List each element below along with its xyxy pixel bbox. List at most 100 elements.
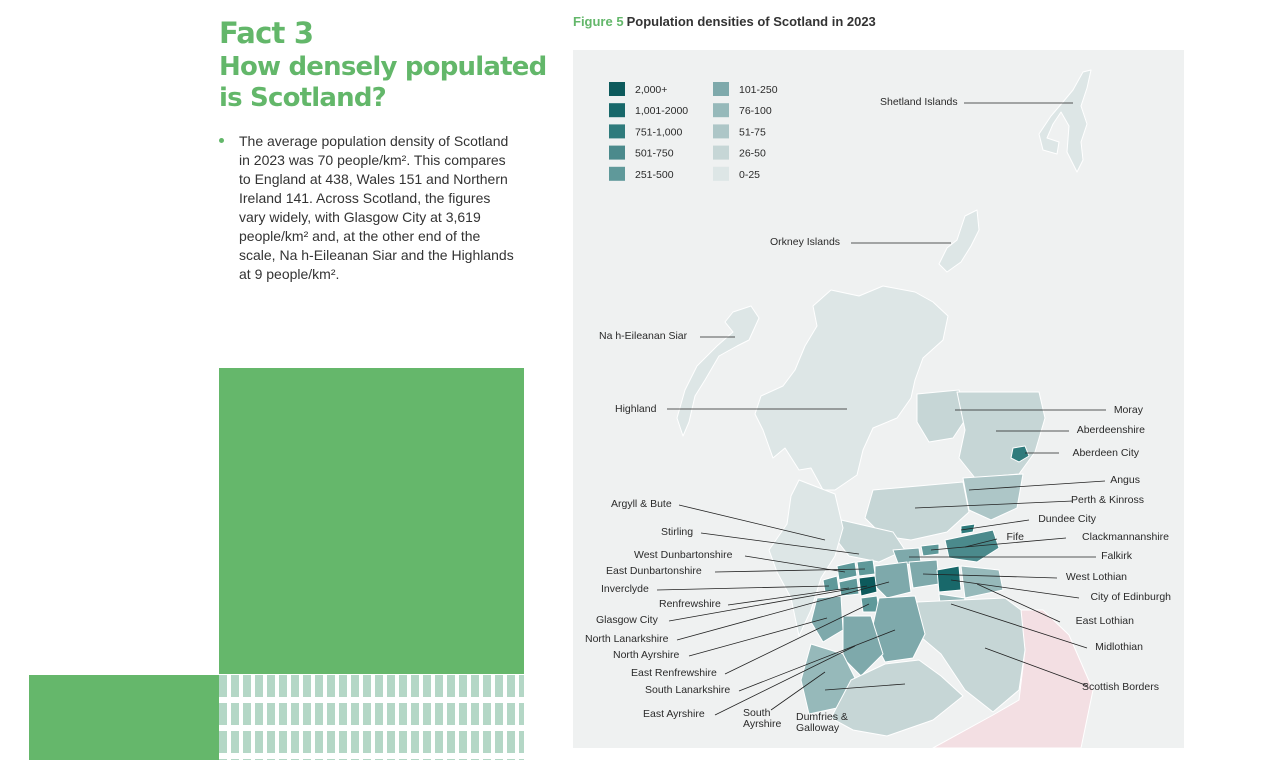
scotland-density-map: 2,000+ 1,001-2000 751-1,000 501-750 251-500 1… (585, 69, 1171, 748)
label-dundee-city: Dundee City (1038, 513, 1097, 525)
region-aberdeen-city (1010, 445, 1030, 463)
label-city-of-edinburgh: City of Edinburgh (1090, 591, 1171, 603)
leader-line-perth-and-kinross (914, 500, 1074, 509)
region-england (932, 609, 1094, 748)
region-perth-and-kinross (864, 481, 970, 541)
region-clackmannanshire (920, 543, 940, 557)
region-moray (916, 389, 970, 443)
label-east-dunbartonshire: East Dunbartonshire (606, 565, 702, 577)
region-west-dunbartonshire (836, 561, 858, 581)
legend-label-1-001-2000: 1,001-2000 (635, 105, 688, 117)
label-north-ayrshire: North Ayrshire (613, 649, 679, 661)
label-renfrewshire: Renfrewshire (659, 598, 721, 610)
leader-line-north-lanarkshire (676, 581, 890, 641)
fact-heading: Fact 3 How densely populated is Scotland… (219, 16, 549, 114)
region-north-lanarkshire (874, 561, 912, 599)
leader-line-north-ayrshire (688, 617, 828, 657)
legend-swatch-1-001-2000 (609, 103, 625, 118)
figure-number: Figure 5 (573, 14, 624, 29)
label-highland: Highland (615, 403, 657, 415)
leader-line-inverclyde (656, 585, 830, 591)
leader-line-dundee-city (960, 519, 1030, 531)
leader-line-dumfries-and-galloway (824, 683, 906, 691)
label-south-ayrshire: South Ayrshire (743, 707, 781, 730)
label-east-lothian: East Lothian (1076, 615, 1135, 627)
leader-line-argyll-and-bute (678, 504, 826, 541)
label-moray: Moray (1114, 404, 1144, 416)
leader-line-clackmannanshire (930, 537, 1067, 551)
fact-number: Fact 3 (219, 16, 314, 50)
region-scottish-borders (914, 597, 1026, 713)
label-east-ayrshire: East Ayrshire (643, 708, 705, 720)
leader-line-south-lanarkshire (738, 629, 896, 692)
label-south-lanarkshire: South Lanarkshire (645, 684, 730, 696)
label-stirling: Stirling (661, 526, 693, 538)
decorative-green-block-small (29, 675, 219, 760)
label-aberdeenshire: Aberdeenshire (1077, 424, 1145, 436)
region-aberdeenshire (956, 391, 1046, 479)
leader-line-angus (968, 480, 1106, 491)
region-argyll-and-bute (768, 479, 844, 637)
label-east-renfrewshire: East Renfrewshire (631, 667, 717, 679)
region-na-h-eileanan-siar (676, 305, 760, 437)
label-aberdeen-city: Aberdeen City (1072, 447, 1139, 459)
label-angus: Angus (1110, 474, 1140, 486)
map-leader-lines (656, 102, 1106, 716)
region-east-dunbartonshire (856, 559, 876, 577)
label-midlothian: Midlothian (1095, 641, 1143, 653)
label-inverclyde: Inverclyde (601, 583, 649, 595)
label-perth-and-kinross: Perth & Kinross (1071, 494, 1144, 506)
leader-line-stirling (700, 532, 860, 555)
region-inverclyde (822, 575, 840, 593)
label-fife: Fife (1006, 531, 1024, 543)
label-shetland-islands: Shetland Islands (880, 96, 958, 108)
legend-swatch-26-50 (713, 145, 729, 160)
decorative-stripes (219, 675, 524, 760)
legend-label-76-100: 76-100 (739, 105, 772, 117)
leader-line-glasgow-city (668, 585, 868, 622)
label-na-h-eileanan-siar: Na h-Eileanan Siar (599, 330, 688, 342)
fact-bullet-text: The average population density of Scotla… (239, 133, 514, 282)
region-east-ayrshire (842, 615, 884, 677)
label-clackmannanshire: Clackmannanshire (1082, 531, 1169, 543)
leader-line-west-lothian (922, 573, 1058, 579)
region-east-lothian (960, 565, 1004, 599)
leader-line-scottish-borders (984, 647, 1089, 687)
label-west-lothian: West Lothian (1066, 571, 1127, 583)
region-shetland-islands (1038, 69, 1092, 173)
leader-line-east-ayrshire (714, 645, 856, 716)
label-north-lanarkshire: North Lanarkshire (585, 633, 669, 645)
fact-question: How densely populated is Scotland? (219, 52, 547, 113)
region-orkney-islands (938, 209, 980, 273)
legend-swatch-0-25 (713, 166, 729, 181)
leader-line-east-renfrewshire (724, 603, 870, 675)
decorative-green-block (219, 368, 524, 674)
leader-line-renfrewshire (727, 587, 850, 606)
label-argyll-and-bute: Argyll & Bute (611, 498, 672, 510)
legend-swatch-51-75 (713, 124, 729, 139)
legend-swatch-251-500 (609, 166, 625, 181)
legend-swatch-751-1-000 (609, 124, 625, 139)
leader-line-east-dunbartonshire (714, 568, 866, 573)
label-west-dunbartonshire: West Dunbartonshire (634, 549, 733, 561)
legend-swatch-2-000 (609, 82, 625, 96)
legend-label-501-750: 501-750 (635, 148, 674, 160)
region-angus (962, 473, 1024, 521)
label-orkney-islands: Orkney Islands (770, 236, 840, 248)
legend-swatch-501-750 (609, 145, 625, 160)
legend-label-251-500: 251-500 (635, 169, 674, 181)
leader-line-south-ayrshire (770, 671, 826, 711)
figure-title: Figure 5 Population densities of Scotland… (573, 14, 876, 29)
leader-line-city-of-edinburgh (950, 579, 1080, 599)
label-falkirk: Falkirk (1101, 550, 1133, 562)
region-city-of-edinburgh (936, 565, 962, 593)
map-legend: 2,000+ 1,001-2000 751-1,000 501-750 251-500 1… (609, 82, 778, 181)
label-scottish-borders: Scottish Borders (1082, 681, 1159, 693)
label-dumfries-and-galloway: Dumfries & Galloway (796, 711, 848, 734)
map-panel: 2,000+ 1,001-2000 751-1,000 501-750 251-500 1… (573, 50, 1184, 748)
legend-label-2-000: 2,000+ (635, 84, 667, 96)
legend-label-0-25: 0-25 (739, 169, 760, 181)
leader-line-fife (964, 538, 998, 548)
label-glasgow-city: Glasgow City (596, 614, 659, 626)
region-dumfries-and-galloway (830, 659, 964, 737)
